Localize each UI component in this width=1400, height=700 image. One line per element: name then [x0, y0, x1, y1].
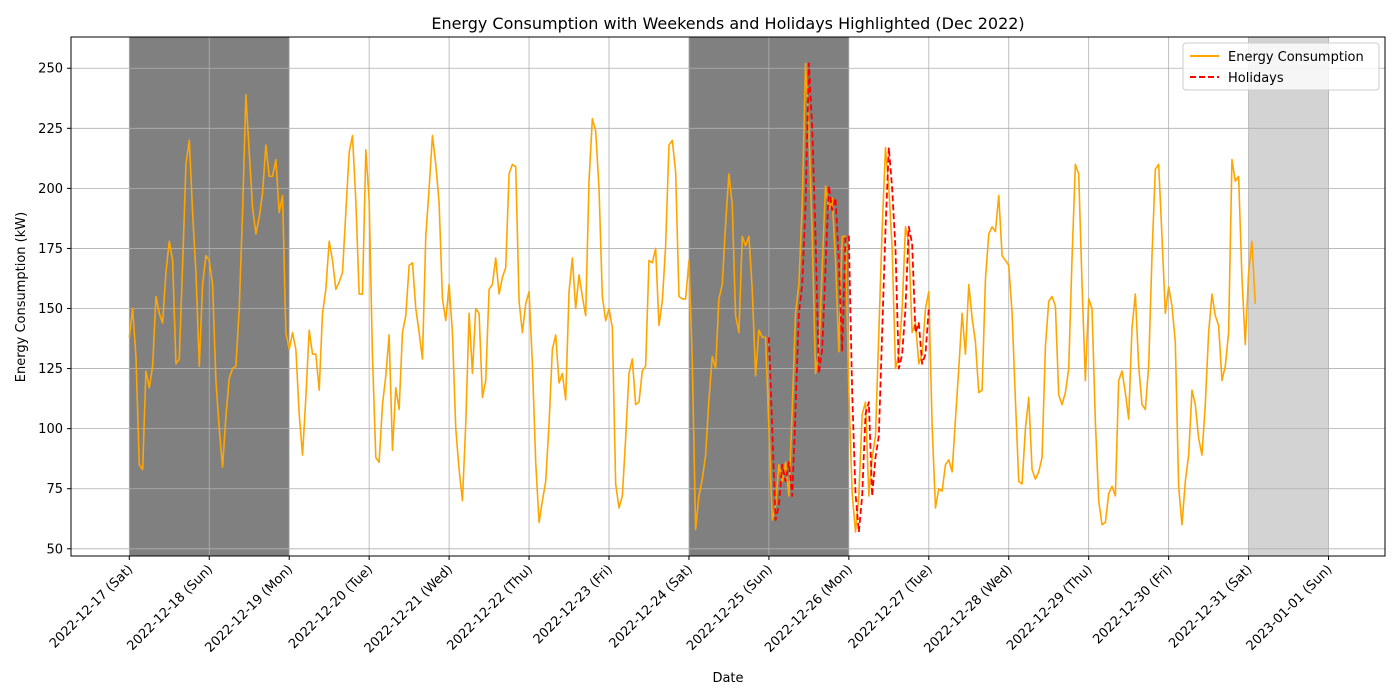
x-axis-label: Date: [712, 671, 743, 686]
series-line-0: [128, 62, 1257, 533]
x-tick-label-8: 2022-12-25 (Sun): [684, 562, 776, 654]
weekend-highlights: [129, 37, 1329, 556]
y-tick-label-0: 50: [46, 542, 63, 557]
plot-frame: [70, 36, 1386, 557]
x-tick-label-10: 2022-12-27 (Tue): [846, 562, 936, 652]
x-tick-label-11: 2022-12-28 (Wed): [921, 562, 1015, 656]
x-tick-label-2: 2022-12-19 (Mon): [203, 562, 297, 656]
series-line-1: [768, 62, 930, 533]
y-tick-label-6: 200: [38, 182, 63, 197]
legend: Energy Consumption Holidays: [1182, 42, 1380, 91]
x-tick-label-0: 2022-12-17 (Sat): [47, 562, 136, 651]
x-tick-label-4: 2022-12-21 (Wed): [362, 562, 456, 656]
y-tick-label-3: 125: [38, 362, 63, 377]
legend-box: [1182, 42, 1380, 91]
chart-title: Energy Consumption with Weekends and Hol…: [431, 14, 1024, 33]
x-tick-label-9: 2022-12-26 (Mon): [762, 562, 856, 656]
y-tick-label-7: 225: [38, 122, 63, 137]
y-tick-label-5: 175: [38, 242, 63, 257]
y-axis-ticks: 50 75 100 125 150 175 200 225 250: [38, 62, 71, 557]
weekend-span-2: [1248, 37, 1329, 556]
y-tick-label-8: 250: [38, 62, 63, 77]
x-axis-ticks: 2022-12-17 (Sat)2022-12-18 (Sun)2022-12-…: [47, 556, 1335, 656]
x-tick-label-7: 2022-12-24 (Sat): [607, 562, 696, 651]
grid-lines: [71, 37, 1385, 556]
x-tick-label-15: 2023-01-01 (Sun): [1244, 562, 1336, 654]
x-tick-label-6: 2022-12-23 (Fri): [531, 562, 616, 647]
series-lines: [128, 62, 1257, 533]
y-tick-label-4: 150: [38, 302, 63, 317]
y-tick-label-1: 75: [46, 482, 63, 497]
x-tick-label-5: 2022-12-22 (Thu): [444, 562, 535, 653]
x-tick-label-1: 2022-12-18 (Sun): [124, 562, 216, 654]
legend-label-holidays: Holidays: [1228, 71, 1284, 86]
y-axis-label: Energy Consumption (kW): [14, 212, 29, 382]
legend-label-energy: Energy Consumption: [1228, 50, 1364, 65]
x-tick-label-13: 2022-12-30 (Fri): [1090, 562, 1175, 647]
y-tick-label-2: 100: [38, 422, 63, 437]
x-tick-label-12: 2022-12-29 (Thu): [1004, 562, 1095, 653]
x-tick-label-14: 2022-12-31 (Sat): [1166, 562, 1255, 651]
x-tick-label-3: 2022-12-20 (Tue): [286, 562, 376, 652]
